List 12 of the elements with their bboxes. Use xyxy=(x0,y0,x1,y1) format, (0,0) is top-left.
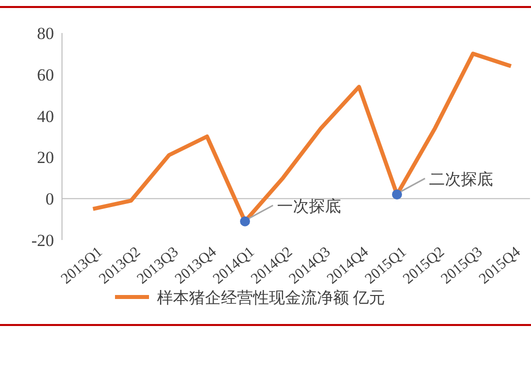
annotation: 二次探底 xyxy=(400,171,493,192)
annotation: 二次探底 xyxy=(429,170,493,188)
legend-label: 样本猪企经营性现金流净额 亿元 xyxy=(157,289,385,307)
annotation: 一次探底 xyxy=(248,198,341,220)
y-tick-label: -20 xyxy=(31,231,54,250)
y-tick-label: 60 xyxy=(37,65,54,84)
y-tick-label: 40 xyxy=(37,106,54,126)
legend: 样本猪企经营性现金流净额 亿元 xyxy=(115,290,385,307)
y-tick-label: 0 xyxy=(46,190,54,209)
y-tick-label: 80 xyxy=(37,24,54,43)
annotation: 一次探底 xyxy=(277,197,341,216)
y-tick-label: 20 xyxy=(37,148,54,168)
